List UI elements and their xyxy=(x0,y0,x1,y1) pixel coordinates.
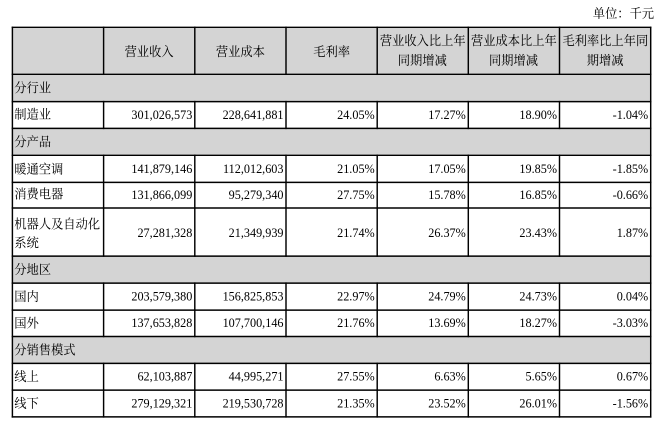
svg-text:95,279,340: 95,279,340 xyxy=(229,188,284,202)
svg-text:22.97%: 22.97% xyxy=(337,290,375,304)
svg-text:-1.04%: -1.04% xyxy=(613,108,649,122)
svg-text:13.69%: 13.69% xyxy=(428,316,466,330)
svg-text:27.55%: 27.55% xyxy=(337,370,375,384)
svg-text:112,012,603: 112,012,603 xyxy=(223,162,284,176)
svg-text:131,866,099: 131,866,099 xyxy=(131,188,192,202)
svg-text:27.75%: 27.75% xyxy=(337,188,375,202)
svg-text:21,349,939: 21,349,939 xyxy=(229,226,284,240)
svg-text:23.43%: 23.43% xyxy=(519,226,557,240)
svg-text:141,879,146: 141,879,146 xyxy=(131,162,192,176)
svg-text:18.90%: 18.90% xyxy=(519,108,557,122)
svg-text:107,700,146: 107,700,146 xyxy=(223,316,284,330)
svg-text:137,653,828: 137,653,828 xyxy=(131,316,192,330)
svg-text:16.85%: 16.85% xyxy=(519,188,557,202)
svg-text:24.79%: 24.79% xyxy=(428,290,466,304)
svg-text:219,530,728: 219,530,728 xyxy=(223,396,284,410)
svg-text:17.27%: 17.27% xyxy=(428,108,466,122)
svg-text:0.04%: 0.04% xyxy=(617,290,648,304)
svg-text:24.05%: 24.05% xyxy=(337,108,375,122)
svg-text:6.63%: 6.63% xyxy=(434,370,465,384)
svg-text:44,995,271: 44,995,271 xyxy=(229,370,284,384)
svg-text:5.65%: 5.65% xyxy=(526,370,557,384)
svg-text:23.52%: 23.52% xyxy=(428,396,466,410)
svg-text:24.73%: 24.73% xyxy=(519,290,557,304)
svg-text:21.05%: 21.05% xyxy=(337,162,375,176)
svg-text:26.37%: 26.37% xyxy=(428,226,466,240)
svg-text:62,103,887: 62,103,887 xyxy=(137,370,192,384)
svg-text:-0.66%: -0.66% xyxy=(613,188,649,202)
svg-text:21.76%: 21.76% xyxy=(337,316,375,330)
svg-text:21.35%: 21.35% xyxy=(337,396,375,410)
svg-text:19.85%: 19.85% xyxy=(519,162,557,176)
svg-text:26.01%: 26.01% xyxy=(519,396,557,410)
svg-text:27,281,328: 27,281,328 xyxy=(137,226,192,240)
svg-text:228,641,881: 228,641,881 xyxy=(223,108,284,122)
svg-text:203,579,380: 203,579,380 xyxy=(131,290,192,304)
svg-text:1.87%: 1.87% xyxy=(617,226,648,240)
svg-text:17.05%: 17.05% xyxy=(428,162,466,176)
svg-text:15.78%: 15.78% xyxy=(428,188,466,202)
svg-text:279,129,321: 279,129,321 xyxy=(131,396,192,410)
svg-text:301,026,573: 301,026,573 xyxy=(131,108,192,122)
svg-text:0.67%: 0.67% xyxy=(617,370,648,384)
svg-text:-1.56%: -1.56% xyxy=(613,396,649,410)
svg-text:21.74%: 21.74% xyxy=(337,226,375,240)
svg-text:18.27%: 18.27% xyxy=(519,316,557,330)
svg-text:156,825,853: 156,825,853 xyxy=(223,290,284,304)
svg-text:-1.85%: -1.85% xyxy=(613,162,649,176)
svg-text:-3.03%: -3.03% xyxy=(613,316,649,330)
